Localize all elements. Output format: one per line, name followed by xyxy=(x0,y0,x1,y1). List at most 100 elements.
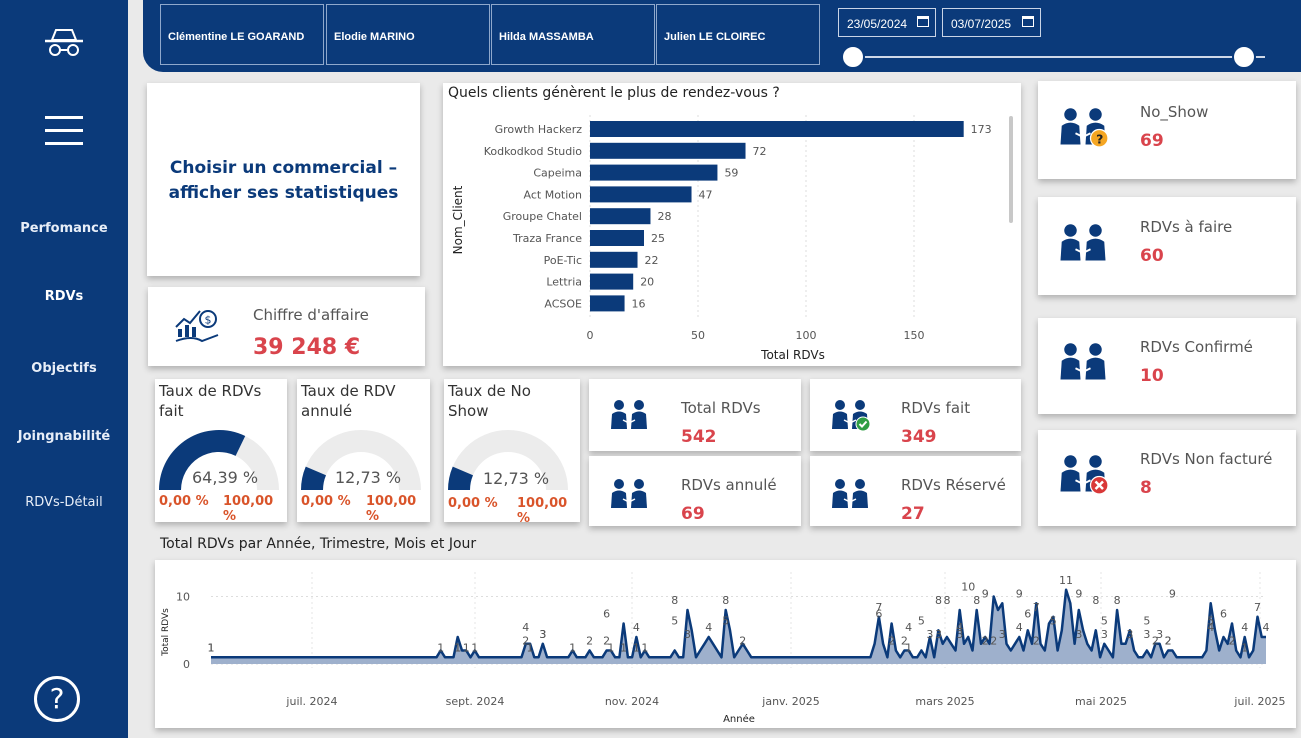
help-button[interactable]: ? xyxy=(34,676,80,722)
nav-rdvs-detail[interactable]: RDVs-Détail xyxy=(25,495,103,510)
bar[interactable] xyxy=(590,186,692,203)
y-axis-label: Total RDVs xyxy=(161,608,171,657)
data-label: 4 xyxy=(1241,621,1248,634)
gauge-title-line2: annulé xyxy=(301,402,353,420)
bar[interactable] xyxy=(590,251,638,268)
nav-rdvs[interactable]: RDVs xyxy=(44,289,84,304)
nav-joingnabilite[interactable]: Joingnabilité xyxy=(17,429,111,444)
date-range-slider[interactable] xyxy=(853,56,1265,58)
gauge-title-line2: fait xyxy=(159,402,184,420)
bar[interactable] xyxy=(590,295,625,312)
revenue-card: $ Chiffre d'affaire 39 248 € xyxy=(148,287,425,366)
data-label: 1 xyxy=(463,641,470,654)
timeline-chart-title: Total RDVs par Année, Trimestre, Mois et… xyxy=(160,536,477,552)
kpi-rdvs-a-faire: RDVs à faire 60 xyxy=(1038,197,1296,295)
menu-hamburger-icon[interactable] xyxy=(45,114,83,145)
slider-handle-start[interactable] xyxy=(841,45,865,69)
clients-chart-card: Quels clients génèrent le plus de rendez… xyxy=(443,83,1021,366)
kpi-value: 10 xyxy=(1140,366,1164,386)
series-line[interactable] xyxy=(211,588,1266,659)
date-end-value: 03/07/2025 xyxy=(951,17,1012,31)
data-label: 1 xyxy=(905,641,912,654)
data-label: 1 xyxy=(633,641,640,654)
data-label: 8 xyxy=(1092,594,1099,607)
bar[interactable] xyxy=(590,230,644,246)
x-tick-label: juil. 2024 xyxy=(285,695,337,708)
commercial-button-hilda[interactable]: Hilda MASSAMBA xyxy=(491,4,655,65)
data-label: 1 xyxy=(208,641,215,654)
bar-value-label: 59 xyxy=(724,167,738,180)
data-label: 5 xyxy=(722,614,729,627)
gauge-value: 64,39 % xyxy=(192,468,259,487)
y-tick-label: 10 xyxy=(176,591,190,604)
gauge-fill xyxy=(301,466,326,490)
gauge-title-line1: Taux de No xyxy=(448,382,531,400)
x-tick-label: juil. 2025 xyxy=(1233,695,1285,708)
gauge-max: 100,00 % xyxy=(366,494,417,524)
data-label: 2 xyxy=(888,635,895,648)
data-label: 3 xyxy=(684,628,691,641)
commercial-button-julien[interactable]: Julien LE CLOIREC xyxy=(656,4,820,65)
timeline-area-chart: 0 10 juil. 2024 sept. 2024 nov. 2024 janv. 20… xyxy=(161,572,1286,725)
data-label: 2 xyxy=(901,635,908,648)
gauge-min: 0,00 % xyxy=(448,496,498,511)
gauge-fill xyxy=(448,466,473,490)
data-label: 5 xyxy=(1143,614,1150,627)
data-label: 1 xyxy=(454,641,461,654)
bar-value-label: 16 xyxy=(632,297,646,310)
data-label: 2 xyxy=(982,635,989,648)
bar[interactable] xyxy=(590,164,718,181)
date-start-input[interactable]: 23/05/2024 xyxy=(838,8,936,37)
handshake-icon xyxy=(1058,223,1108,267)
bar[interactable] xyxy=(590,142,746,159)
nav-perfomance[interactable]: Perfomance xyxy=(20,221,108,236)
kpi-label: RDVs à faire xyxy=(1140,218,1233,236)
bar-value-label: 72 xyxy=(753,145,767,158)
data-label: 2 xyxy=(739,635,746,648)
chart-scrollbar[interactable] xyxy=(1009,116,1013,223)
y-category-label: Traza France xyxy=(512,232,582,245)
data-label: 1 xyxy=(527,641,534,654)
commercial-button-elodie[interactable]: Elodie MARINO xyxy=(326,4,490,65)
data-label: 6 xyxy=(1220,608,1227,621)
handshake-icon xyxy=(830,478,870,514)
gauge-max: 100,00 % xyxy=(223,494,274,524)
gauge-min: 0,00 % xyxy=(159,494,209,509)
data-label: 1 xyxy=(569,641,576,654)
kpi-value: 60 xyxy=(1140,246,1164,266)
data-label: 6 xyxy=(603,608,610,621)
data-label: 1 xyxy=(1241,641,1248,654)
kpi-value: 27 xyxy=(901,504,925,524)
bar[interactable] xyxy=(590,273,634,290)
data-label: 5 xyxy=(1101,614,1108,627)
data-label: 8 xyxy=(671,594,678,607)
date-end-input[interactable]: 03/07/2025 xyxy=(942,8,1041,37)
bar[interactable] xyxy=(590,121,964,137)
commercial-button-clementine[interactable]: Clémentine LE GOARAND xyxy=(160,4,324,65)
revenue-growth-icon: $ xyxy=(174,305,220,351)
data-label: 3 xyxy=(539,628,546,641)
data-label: 2 xyxy=(1165,635,1172,648)
slider-handle-end[interactable] xyxy=(1232,45,1256,69)
handshake-icon xyxy=(609,399,649,435)
data-label: 8 xyxy=(973,594,980,607)
gauge-track xyxy=(448,430,568,490)
data-label: 3 xyxy=(1156,628,1163,641)
data-label: 3 xyxy=(1143,628,1150,641)
data-label: 8 xyxy=(943,594,950,607)
data-label: 3 xyxy=(956,628,963,641)
bar[interactable] xyxy=(590,208,651,225)
commercial-prompt-card: Choisir un commercial – afficher ses sta… xyxy=(147,83,420,276)
data-label: 8 xyxy=(722,594,729,607)
bar-value-label: 22 xyxy=(645,254,659,267)
data-label: 4 xyxy=(1016,621,1023,634)
bar-value-label: 47 xyxy=(699,188,713,201)
nav-objectifs[interactable]: Objectifs xyxy=(31,361,97,376)
gauge-fill xyxy=(159,430,246,490)
data-label: 1 xyxy=(208,641,215,654)
data-label: 1 xyxy=(620,641,627,654)
x-tick-label: mars 2025 xyxy=(915,695,974,708)
handshake-question-icon: ? xyxy=(1058,107,1109,151)
kpi-rdvs-fait: RDVs fait 349 xyxy=(810,379,1021,451)
gauge-card-noshow: Taux de No Show 12,73 % 0,00 % 100,00 % xyxy=(444,379,580,526)
